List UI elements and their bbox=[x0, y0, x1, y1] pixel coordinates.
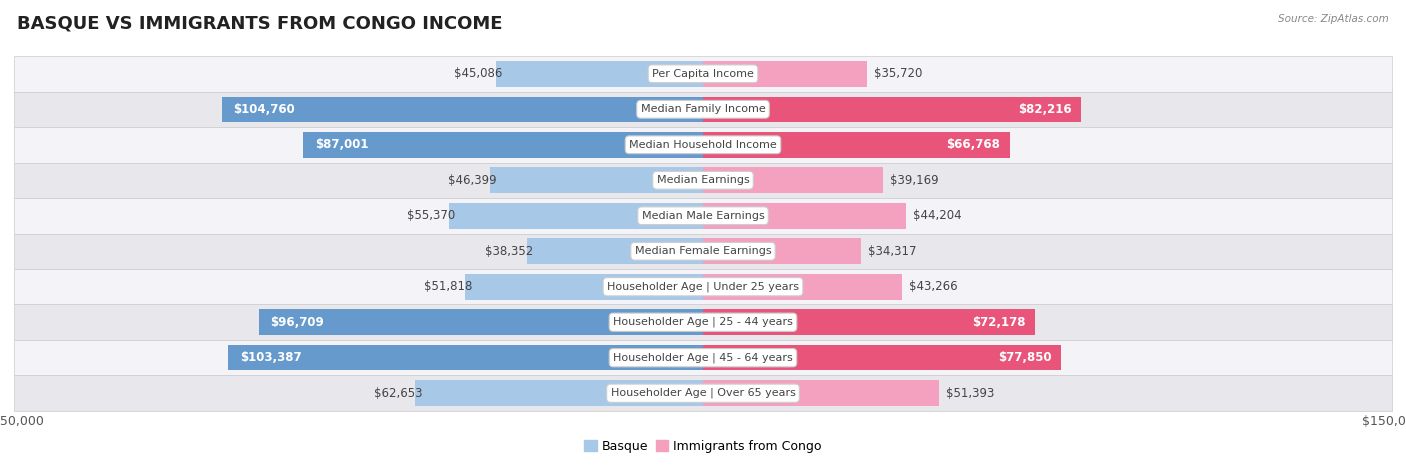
Bar bbox=[14, 198, 1392, 234]
Bar bbox=[14, 375, 1392, 411]
Text: Median Household Income: Median Household Income bbox=[628, 140, 778, 150]
Bar bbox=[703, 381, 939, 406]
Text: $55,370: $55,370 bbox=[408, 209, 456, 222]
Bar bbox=[703, 61, 868, 86]
Bar bbox=[703, 132, 1010, 157]
Bar bbox=[14, 163, 1392, 198]
Text: BASQUE VS IMMIGRANTS FROM CONGO INCOME: BASQUE VS IMMIGRANTS FROM CONGO INCOME bbox=[17, 14, 502, 32]
Bar bbox=[703, 345, 1060, 370]
Text: $51,393: $51,393 bbox=[946, 387, 994, 400]
Bar bbox=[415, 381, 703, 406]
Text: $82,216: $82,216 bbox=[1018, 103, 1071, 116]
Text: $66,768: $66,768 bbox=[946, 138, 1001, 151]
Text: $96,709: $96,709 bbox=[270, 316, 323, 329]
Text: $87,001: $87,001 bbox=[315, 138, 368, 151]
Text: Median Male Earnings: Median Male Earnings bbox=[641, 211, 765, 221]
Text: Per Capita Income: Per Capita Income bbox=[652, 69, 754, 79]
Text: $62,653: $62,653 bbox=[374, 387, 422, 400]
Bar bbox=[703, 97, 1081, 122]
Bar bbox=[703, 274, 901, 299]
Bar bbox=[449, 203, 703, 228]
Bar bbox=[703, 310, 1035, 335]
Text: $38,352: $38,352 bbox=[485, 245, 534, 258]
Bar bbox=[496, 61, 703, 86]
Bar bbox=[14, 340, 1392, 375]
Text: Median Earnings: Median Earnings bbox=[657, 175, 749, 185]
Bar bbox=[465, 274, 703, 299]
Bar bbox=[489, 168, 703, 193]
Text: Householder Age | Under 25 years: Householder Age | Under 25 years bbox=[607, 282, 799, 292]
Text: $43,266: $43,266 bbox=[908, 280, 957, 293]
Text: Source: ZipAtlas.com: Source: ZipAtlas.com bbox=[1278, 14, 1389, 24]
Text: Householder Age | 25 - 44 years: Householder Age | 25 - 44 years bbox=[613, 317, 793, 327]
Bar bbox=[703, 203, 905, 228]
Bar bbox=[14, 127, 1392, 163]
Text: Householder Age | 45 - 64 years: Householder Age | 45 - 64 years bbox=[613, 353, 793, 363]
Text: $46,399: $46,399 bbox=[449, 174, 496, 187]
Bar bbox=[222, 97, 703, 122]
Text: $103,387: $103,387 bbox=[239, 351, 301, 364]
Text: $45,086: $45,086 bbox=[454, 67, 503, 80]
Legend: Basque, Immigrants from Congo: Basque, Immigrants from Congo bbox=[579, 435, 827, 458]
Text: $104,760: $104,760 bbox=[233, 103, 295, 116]
Bar bbox=[14, 234, 1392, 269]
Bar bbox=[259, 310, 703, 335]
Text: $39,169: $39,169 bbox=[890, 174, 938, 187]
Text: Median Female Earnings: Median Female Earnings bbox=[634, 246, 772, 256]
Bar bbox=[14, 269, 1392, 304]
Bar bbox=[304, 132, 703, 157]
Bar bbox=[14, 92, 1392, 127]
Text: $34,317: $34,317 bbox=[868, 245, 915, 258]
Text: Median Family Income: Median Family Income bbox=[641, 104, 765, 114]
Bar bbox=[527, 239, 703, 264]
Text: $77,850: $77,850 bbox=[998, 351, 1052, 364]
Bar bbox=[703, 168, 883, 193]
Bar bbox=[228, 345, 703, 370]
Text: $44,204: $44,204 bbox=[912, 209, 962, 222]
Text: Householder Age | Over 65 years: Householder Age | Over 65 years bbox=[610, 388, 796, 398]
Text: $51,818: $51,818 bbox=[423, 280, 472, 293]
Text: $72,178: $72,178 bbox=[972, 316, 1025, 329]
Bar bbox=[703, 239, 860, 264]
Text: $35,720: $35,720 bbox=[875, 67, 922, 80]
Bar bbox=[14, 56, 1392, 92]
Bar bbox=[14, 304, 1392, 340]
